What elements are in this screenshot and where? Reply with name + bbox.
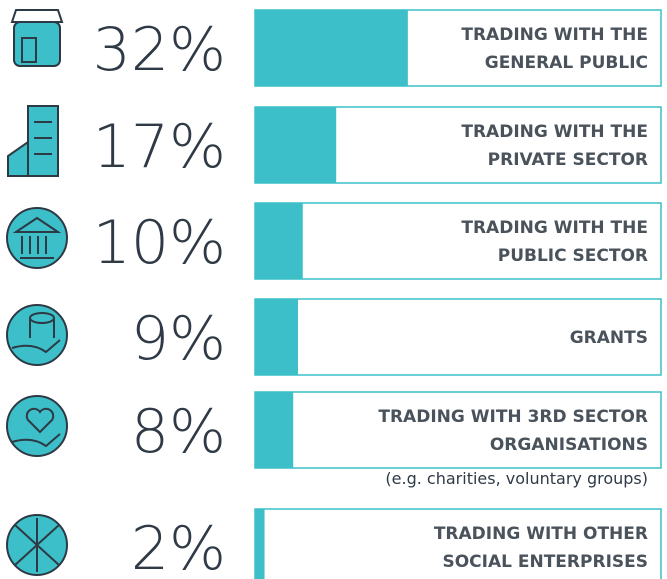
coins-hand-icon <box>6 304 68 366</box>
bar <box>255 299 298 375</box>
category-label: TRADING WITH THE <box>461 218 648 238</box>
bar <box>255 107 337 183</box>
bar-track <box>254 391 662 469</box>
category-label: GENERAL PUBLIC <box>485 53 648 73</box>
bar-track <box>254 202 662 280</box>
category-label: TRADING WITH 3RD SECTOR <box>378 407 648 427</box>
shop-icon <box>10 9 64 67</box>
building-icon <box>7 105 59 177</box>
value-label: 2% <box>131 514 226 579</box>
heart-hand-icon <box>6 395 68 457</box>
bar <box>255 10 408 86</box>
category-label: TRADING WITH THE <box>461 25 648 45</box>
category-label: GRANTS <box>570 328 648 348</box>
value-label: 8% <box>131 397 226 467</box>
note: (e.g. charities, voluntary groups) <box>385 469 648 488</box>
category-label: PRIVATE SECTOR <box>488 150 648 170</box>
value-label: 10% <box>93 208 226 278</box>
category-label: TRADING WITH OTHER <box>434 524 648 544</box>
value-label: 17% <box>93 112 226 182</box>
value-label: 9% <box>131 304 226 374</box>
category-label: TRADING WITH THE <box>461 122 648 142</box>
bar <box>255 203 303 279</box>
bar <box>255 509 265 579</box>
bank-icon <box>6 207 68 269</box>
value-label: 32% <box>93 15 226 85</box>
bar <box>255 392 294 468</box>
category-label: SOCIAL ENTERPRISES <box>442 552 648 572</box>
category-label: PUBLIC SECTOR <box>498 246 648 266</box>
icons <box>6 9 68 576</box>
category-label: ORGANISATIONS <box>490 435 648 455</box>
network-icon <box>6 514 68 576</box>
